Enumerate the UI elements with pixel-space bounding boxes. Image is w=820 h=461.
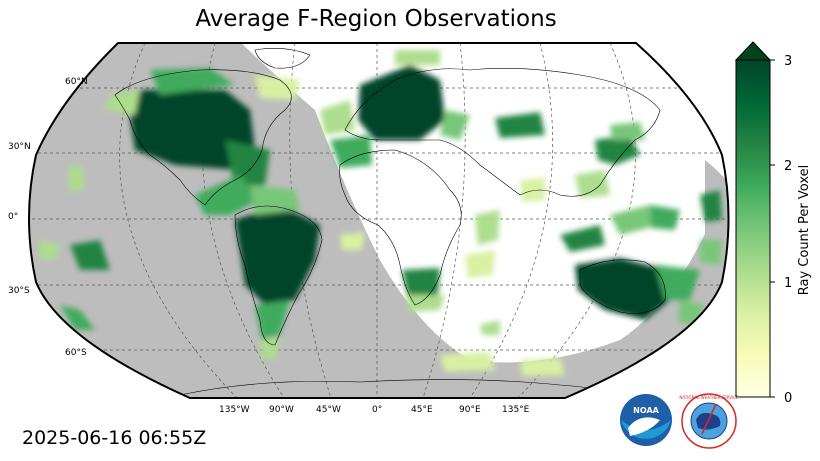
lat-label-60s: 60°S	[65, 348, 87, 358]
lon-label-90e: 90°E	[459, 405, 481, 415]
lon-label-0: 0°	[372, 405, 382, 415]
lon-label-135w: 135°W	[219, 405, 250, 415]
lat-label-0: 0°	[8, 212, 18, 222]
noaa-logo-text: NOAA	[633, 406, 659, 415]
lon-label-45w: 45°W	[316, 405, 341, 415]
colorbar-tick-0: 0	[784, 391, 792, 406]
colorbar-extend-arrow	[734, 41, 772, 61]
nws-logo: NATIONAL WEATHER SERVICE	[679, 393, 739, 449]
noaa-logo: NOAA	[620, 394, 672, 446]
nws-logo-text: NATIONAL WEATHER SERVICE	[679, 395, 739, 400]
globe	[29, 43, 729, 398]
colorbar-tick-2: 2	[784, 159, 792, 174]
colorbar-bar	[735, 59, 771, 398]
lat-label-30n: 30°N	[8, 142, 31, 152]
lat-label-30s: 30°S	[8, 286, 30, 296]
obs-australia	[575, 258, 670, 320]
colorbar-tick-1: 1	[784, 276, 792, 291]
colorbar-label: Ray Count Per Voxel	[797, 165, 812, 295]
obs-southern-africa	[402, 268, 440, 298]
obs-north-america	[130, 90, 255, 170]
observation-density	[38, 50, 722, 376]
lat-label-60n: 60°N	[65, 77, 88, 87]
lon-label-135e: 135°E	[502, 405, 530, 415]
obs-europe	[358, 65, 445, 140]
obs-east-asia	[595, 135, 640, 165]
obs-south-america	[235, 205, 320, 305]
lon-label-45e: 45°E	[411, 405, 433, 415]
colorbar-tick-3: 3	[784, 54, 792, 69]
chart-title: Average F-Region Observations	[195, 6, 557, 32]
obs-indonesia	[560, 225, 605, 252]
lon-label-90w: 90°W	[269, 405, 294, 415]
colorbar: 0 1 2 3 Ray Count Per Voxel	[734, 41, 812, 406]
timestamp: 2025-06-16 06:55Z	[22, 427, 207, 449]
globe-outline	[28, 42, 730, 399]
coastlines	[114, 48, 666, 396]
